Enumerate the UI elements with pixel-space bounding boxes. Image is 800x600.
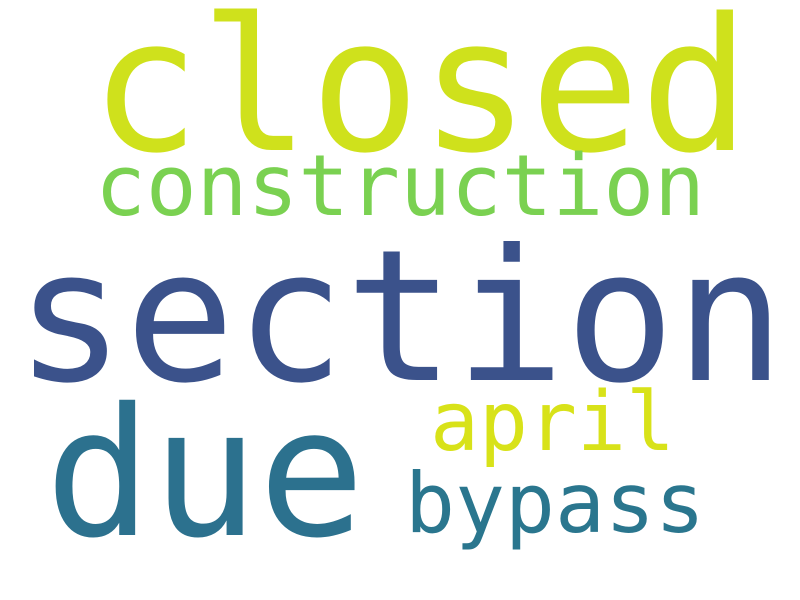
word: april [430, 375, 675, 470]
word: construction [95, 137, 705, 236]
word: due [45, 370, 365, 577]
word: section [15, 211, 785, 424]
word: bypass [405, 455, 705, 552]
word: closed [90, 0, 750, 194]
